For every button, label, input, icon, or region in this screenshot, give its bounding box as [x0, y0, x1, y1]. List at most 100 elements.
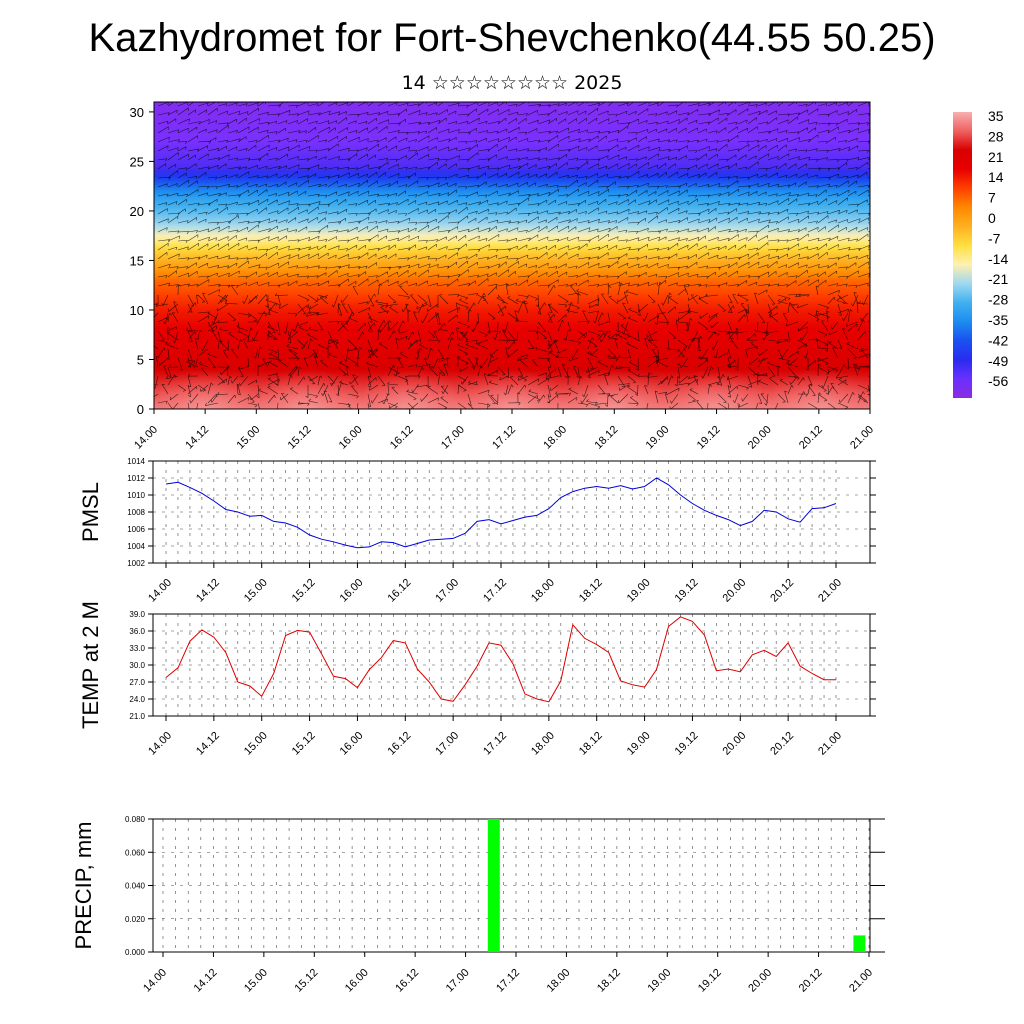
wind-barb [207, 272, 218, 278]
wind-barb [417, 303, 424, 314]
wind-barb [727, 375, 732, 388]
wind-barb [527, 173, 538, 179]
wind-barb [477, 194, 488, 197]
wind-barb [578, 342, 581, 345]
wind-barb [287, 312, 298, 315]
wind-barb [798, 137, 801, 141]
wind-barb [257, 175, 269, 179]
wind-barb [187, 395, 191, 397]
wind-barb [567, 245, 569, 249]
wind-barb [547, 238, 559, 242]
wind-barb [487, 286, 497, 296]
wind-barb [234, 394, 236, 399]
wind-barb [527, 347, 538, 350]
wind-barb [399, 286, 409, 296]
wind-barb [157, 126, 169, 134]
wind-barb [167, 212, 180, 215]
wind-barb [508, 164, 511, 168]
wind-barb [753, 374, 757, 376]
wind-barb [187, 154, 196, 161]
wind-barb [687, 308, 691, 311]
wind-barb [746, 119, 748, 123]
wind-barb [175, 247, 178, 250]
wind-barb [266, 166, 268, 169]
wind-barb [607, 334, 611, 337]
wind-barb [767, 144, 778, 152]
wind-barb [586, 399, 589, 402]
wind-barb [667, 110, 678, 116]
wind-barb [367, 348, 377, 359]
wind-barb [397, 119, 406, 125]
wind-barb [267, 147, 278, 152]
wind-barb [217, 339, 220, 350]
wind-barb [446, 246, 448, 250]
wind-barb [207, 357, 216, 368]
wind-barb [767, 271, 777, 278]
wind-barb [687, 254, 697, 260]
wind-barb [316, 312, 329, 316]
wind-barb [665, 276, 668, 279]
wind-barb [716, 140, 719, 144]
wind-barb [367, 275, 378, 278]
wind-barb [458, 384, 462, 387]
wind-barb [697, 163, 708, 170]
wind-barb [769, 377, 773, 379]
wind-barb [687, 310, 699, 314]
wind-barb [547, 285, 555, 296]
wind-barb [817, 215, 829, 224]
wind-barb [267, 361, 270, 365]
wind-barb [285, 165, 288, 169]
wind-barb [387, 102, 398, 107]
wind-barb [297, 191, 307, 197]
wind-barb [247, 281, 258, 287]
wind-barb [527, 182, 537, 188]
wind-barb [635, 132, 638, 136]
wind-barb [690, 294, 699, 305]
wind-barb [407, 263, 420, 269]
colorbar-label: 28 [988, 128, 1004, 144]
wind-barb [157, 251, 168, 260]
wind-barb [246, 213, 249, 216]
wind-barb [467, 127, 477, 134]
wind-barb [195, 176, 198, 180]
wind-barb [587, 352, 599, 359]
wind-barb [157, 120, 169, 125]
wind-barb [410, 402, 419, 409]
wind-barb [607, 276, 620, 278]
wind-barb [757, 254, 770, 260]
wind-barb [857, 156, 870, 161]
wind-barb [189, 400, 191, 404]
wind-barb [387, 163, 399, 170]
wind-barb [367, 339, 373, 352]
wind-barb [803, 391, 806, 395]
wind-barb [357, 112, 369, 116]
wind-barb [625, 289, 629, 292]
wind-barb [154, 384, 159, 386]
wind-barb [610, 396, 619, 404]
wind-barb [838, 347, 842, 349]
wind-barb [317, 239, 328, 242]
wind-barb [327, 199, 338, 206]
wind-barb [507, 384, 512, 395]
wind-barb [242, 338, 249, 350]
wind-barb [485, 121, 488, 125]
wind-barb [847, 309, 851, 323]
wind-barb [647, 138, 660, 143]
wind-barb [667, 348, 679, 351]
wind-barb [729, 302, 733, 304]
wind-barb [678, 208, 680, 212]
wind-barb [537, 321, 547, 332]
wind-barb [497, 261, 507, 269]
wind-barb [597, 256, 599, 260]
wind-barb [547, 279, 559, 287]
wind-barb [577, 199, 586, 206]
wind-barb [418, 375, 421, 379]
wind-barb [315, 156, 317, 160]
wind-barb [577, 279, 589, 287]
wind-barb [325, 184, 327, 188]
wind-barb [565, 103, 567, 107]
wind-barb [547, 135, 559, 143]
wind-barb [628, 369, 639, 377]
wind-barb [247, 182, 249, 186]
wind-barb [236, 130, 238, 134]
